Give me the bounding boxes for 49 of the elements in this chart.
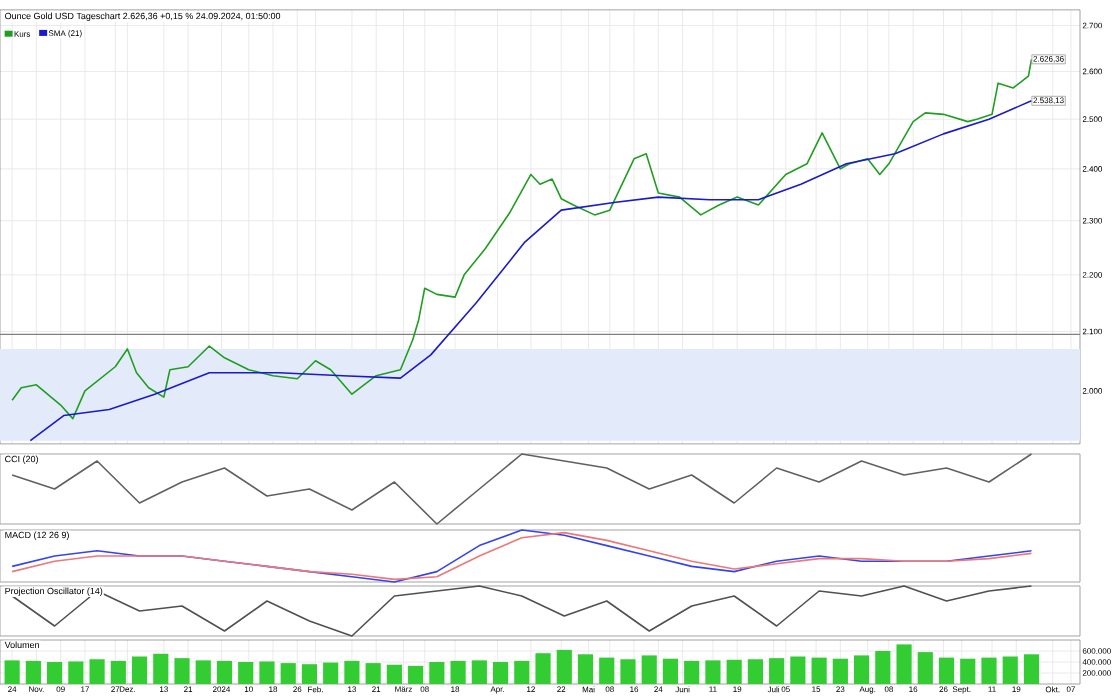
bar: [323, 662, 339, 684]
bar: [556, 649, 572, 684]
bar: [492, 662, 509, 684]
bar: [854, 655, 870, 684]
bar: [174, 658, 190, 684]
bar: [620, 659, 636, 684]
bar: [726, 659, 742, 684]
bar: [981, 657, 997, 684]
bar: [662, 658, 679, 684]
bar: [917, 652, 933, 684]
bar: [471, 660, 487, 684]
bar: [832, 658, 848, 684]
bar: [705, 660, 721, 684]
bar: [4, 660, 20, 684]
bar: [301, 664, 318, 684]
bar: [25, 660, 41, 684]
bar: [89, 659, 105, 684]
bar: [280, 663, 296, 684]
bar: [216, 660, 233, 684]
bar: [641, 655, 657, 684]
bar: [684, 660, 700, 684]
bar: [408, 665, 424, 684]
bar: [875, 651, 891, 684]
bar: [811, 657, 827, 684]
bar: [769, 658, 785, 684]
bar: [535, 653, 551, 684]
bar: [599, 657, 615, 684]
bar: [790, 656, 806, 684]
bar: [110, 660, 126, 684]
bar: [131, 656, 148, 684]
bar: [259, 661, 275, 684]
bar: [896, 644, 912, 684]
bar: [344, 660, 360, 684]
bar: [1002, 656, 1018, 684]
bar: [365, 663, 381, 684]
bar: [747, 659, 763, 684]
bar: [577, 654, 594, 684]
bar: [195, 660, 211, 684]
bar: [47, 662, 63, 684]
bar: [153, 653, 169, 684]
bar: [238, 662, 254, 684]
bar: [960, 658, 976, 684]
bar: [938, 657, 955, 684]
bar: [386, 664, 402, 684]
bar: [450, 660, 466, 684]
bar: [1023, 654, 1040, 684]
bar: [514, 660, 530, 684]
bar: [429, 662, 445, 684]
bar: [68, 661, 84, 684]
